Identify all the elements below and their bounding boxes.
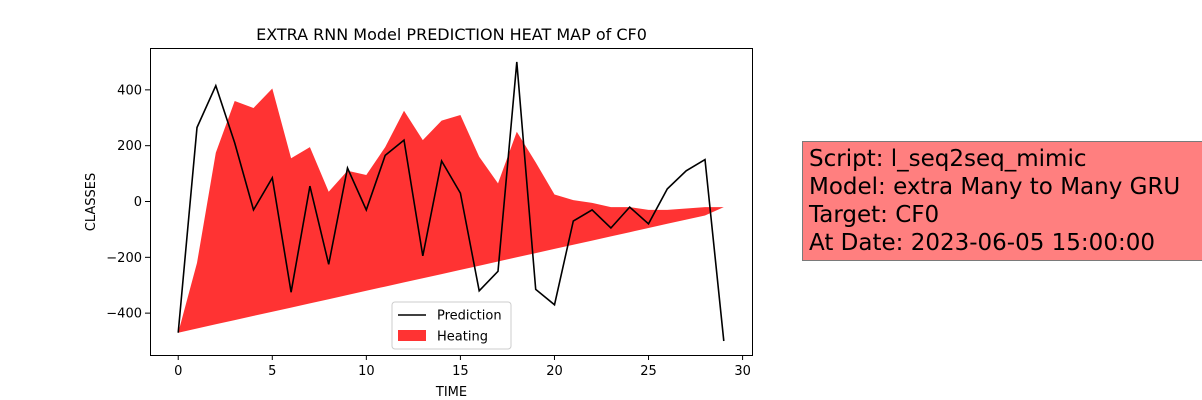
info-date: At Date: 2023-06-05 15:00:00 [809,230,1155,256]
x-axis: 0 5 10 15 20 25 30 [174,355,751,379]
heating-area [178,88,724,333]
x-tick-label: 15 [452,364,469,379]
y-axis: −400 −200 0 200 400 [106,83,150,322]
y-tick-label: −400 [106,307,142,322]
legend-heating-swatch [398,330,426,341]
y-tick-label: 400 [117,83,142,98]
info-box: Script: l_seq2seq_mimic Model: extra Man… [802,141,1202,261]
legend-heating-label: Heating [437,330,488,345]
info-script: Script: l_seq2seq_mimic [809,146,1087,172]
info-model: Model: extra Many to Many GRU [809,174,1181,200]
x-tick-label: 30 [734,364,751,379]
x-tick-label: 25 [640,364,657,379]
y-axis-label: CLASSES [84,173,99,231]
y-tick-label: −200 [106,251,142,266]
x-tick-label: 5 [268,364,276,379]
y-tick-label: 0 [134,195,142,210]
y-tick-label: 200 [117,139,142,154]
legend-prediction-label: Prediction [437,309,502,324]
chart: EXTRA RNN Model PREDICTION HEAT MAP of C… [84,25,753,400]
legend: Prediction Heating [391,301,512,350]
prediction-line [177,61,725,342]
plot-area [177,61,725,342]
x-tick-label: 10 [358,364,375,379]
x-tick-label: 0 [174,364,182,379]
chart-title: EXTRA RNN Model PREDICTION HEAT MAP of C… [256,25,647,44]
x-axis-label: TIME [435,385,467,400]
x-tick-label: 20 [546,364,563,379]
info-target: Target: CF0 [809,202,940,228]
axes-frame [150,48,753,356]
